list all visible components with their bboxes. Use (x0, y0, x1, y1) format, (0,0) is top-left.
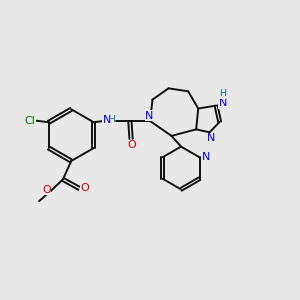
Text: H: H (108, 115, 115, 124)
Text: Cl: Cl (24, 116, 35, 126)
Text: N: N (218, 98, 227, 108)
Text: O: O (80, 183, 89, 193)
Text: O: O (42, 185, 51, 195)
Text: N: N (145, 111, 154, 121)
Text: N: N (103, 115, 111, 125)
Text: H: H (219, 89, 226, 98)
Text: N: N (207, 133, 215, 143)
Text: N: N (202, 152, 210, 162)
Text: O: O (128, 140, 136, 150)
